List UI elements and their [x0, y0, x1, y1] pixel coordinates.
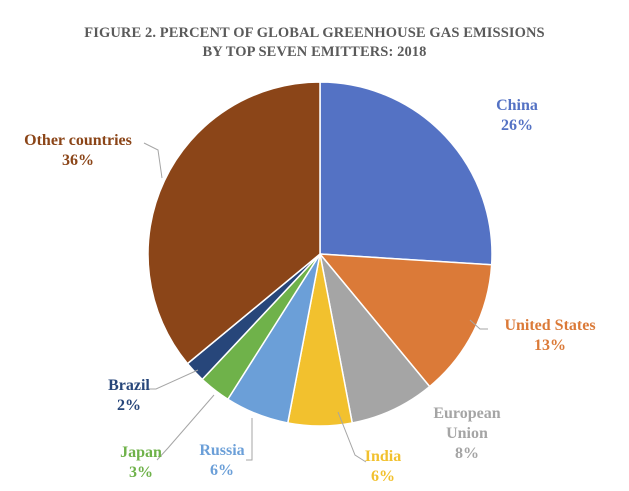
data-label-name: Brazil — [108, 377, 150, 394]
data-label-name: Other countries — [24, 132, 132, 149]
data-label-european-union: European Union 8% — [433, 405, 500, 462]
data-label-other-countries: Other countries 36% — [24, 132, 132, 169]
leader-lines — [143, 142, 488, 463]
chart-title-line-1: FIGURE 2. PERCENT OF GLOBAL GREENHOUSE G… — [84, 25, 545, 41]
data-label-value: 6% — [210, 462, 234, 479]
data-label-value: 36% — [62, 152, 94, 169]
leader-line-russia — [246, 418, 253, 461]
chart-title: FIGURE 2. PERCENT OF GLOBAL GREENHOUSE G… — [0, 24, 629, 62]
chart-title-line-2: BY TOP SEVEN EMITTERS: 2018 — [202, 44, 427, 60]
pie-slice-china — [319, 81, 493, 266]
data-labels: China 26% United States 13% European Union 8% I… — [24, 97, 595, 485]
leader-line-brazil — [147, 369, 199, 390]
data-label-value: 26% — [501, 117, 533, 134]
data-label-name: European — [433, 405, 500, 422]
data-label-united-states: United States 13% — [504, 317, 595, 354]
data-label-japan: Japan 3% — [120, 444, 162, 481]
leader-line-united-states — [469, 319, 488, 330]
data-label-value: 8% — [455, 445, 479, 462]
data-label-value: 13% — [534, 337, 566, 354]
pie-slice-united-states — [318, 253, 493, 388]
data-label-brazil: Brazil 2% — [108, 377, 150, 414]
data-label-russia: Russia 6% — [199, 442, 244, 479]
data-label-name: Russia — [199, 442, 244, 459]
data-label-value: 2% — [117, 397, 141, 414]
leader-line-japan — [156, 394, 215, 461]
data-label-name: Union — [446, 425, 488, 442]
data-label-value: 6% — [371, 468, 395, 485]
data-label-name: India — [365, 448, 401, 465]
data-label-india: India 6% — [365, 448, 401, 485]
pie-slices — [147, 81, 493, 427]
data-label-name: Japan — [120, 444, 162, 461]
data-label-value: 3% — [129, 464, 153, 481]
data-label-name: China — [496, 97, 538, 114]
pie-slice-other-countries — [147, 81, 321, 365]
data-label-name: United States — [504, 317, 595, 334]
leader-line-india — [337, 411, 367, 463]
leader-line-other-countries — [143, 142, 163, 179]
data-label-china: China 26% — [496, 97, 538, 134]
